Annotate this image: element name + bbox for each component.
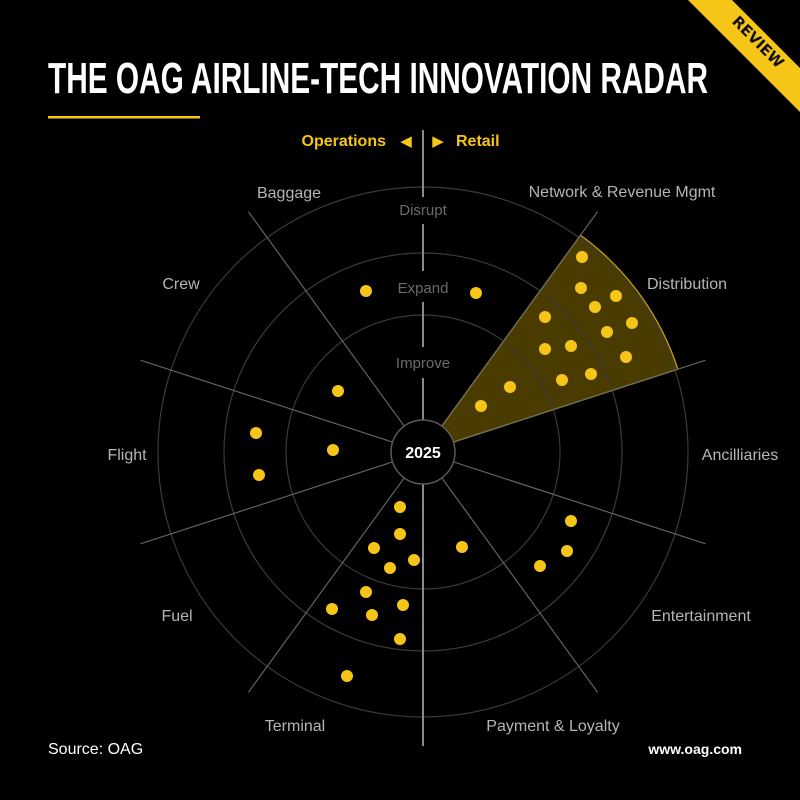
arrow-right-icon: ▶: [432, 133, 444, 150]
category-terminal: Terminal: [265, 718, 325, 735]
center-circle: [390, 419, 456, 485]
category-baggage: Baggage: [257, 185, 321, 202]
innovation-dot-distribution-disrupt: [601, 326, 613, 338]
sector-dividers: [140, 211, 706, 693]
category-flight: Flight: [107, 447, 147, 464]
stage-label-expand: Expand: [398, 280, 449, 297]
title-underline: [48, 116, 200, 119]
operations-label: Operations: [302, 133, 387, 150]
innovation-dot-terminal-expand: [366, 609, 378, 621]
innovation-dot-distribution-expand: [585, 368, 597, 380]
innovation-dot-terminal-improve: [394, 501, 406, 513]
innovation-dot-payment-loyalty-improve: [456, 541, 468, 553]
category-payment-loyalty: Payment & Loyalty: [486, 718, 619, 735]
source-label: Source: OAG: [48, 741, 143, 758]
sector-divider-line: [140, 461, 393, 545]
sector-divider-line: [140, 359, 393, 443]
innovation-dot-terminal-expand: [326, 603, 338, 615]
innovation-dot-entertainment-expand: [561, 545, 573, 557]
innovation-dot-terminal-expand: [360, 586, 372, 598]
sector-divider-line: [247, 477, 405, 693]
innovation-dots: [250, 251, 638, 682]
innovation-dot-distribution-improve: [504, 381, 516, 393]
innovation-dot-terminal-expand: [397, 599, 409, 611]
innovation-dot-distribution-disrupt: [575, 282, 587, 294]
center-year: 2025: [405, 445, 441, 462]
innovation-dot-distribution-disrupt: [589, 301, 601, 313]
innovation-dot-baggage-expand: [360, 285, 372, 297]
category-distribution: Distribution: [647, 276, 727, 293]
category-entertainment: Entertainment: [651, 608, 751, 625]
sector-divider-line: [453, 359, 706, 443]
category-crew: Crew: [162, 276, 200, 293]
sector-divider-line: [441, 477, 599, 693]
innovation-dot-entertainment-expand: [534, 560, 546, 572]
innovation-dot-crew-improve: [332, 385, 344, 397]
sector-divider-line: [247, 211, 405, 427]
category-ancilliaries: Ancilliaries: [702, 447, 778, 464]
innovation-dot-distribution-expand: [556, 374, 568, 386]
innovation-dot-distribution-disrupt: [620, 351, 632, 363]
innovation-dot-network-revenue-mgmt-expand: [470, 287, 482, 299]
website-link[interactable]: www.oag.com: [647, 741, 742, 757]
innovation-dot-terminal-improve: [368, 542, 380, 554]
innovation-dot-entertainment-expand: [565, 515, 577, 527]
innovation-dot-flight-improve: [327, 444, 339, 456]
innovation-dot-distribution-improve: [475, 400, 487, 412]
innovation-dot-terminal-improve: [408, 554, 420, 566]
innovation-dot-terminal-expand: [394, 633, 406, 645]
sector-divider-line: [453, 461, 706, 545]
arrow-left-icon: ◀: [400, 133, 412, 150]
stage-label-improve: Improve: [396, 355, 450, 372]
category-network-revenue: Network & Revenue Mgmt: [529, 184, 716, 201]
sector-divider-line: [441, 211, 599, 427]
innovation-dot-distribution-expand: [565, 340, 577, 352]
page-title: THE OAG AIRLINE-TECH INNOVATION RADAR: [48, 54, 708, 103]
innovation-dot-terminal-improve: [394, 528, 406, 540]
retail-label: Retail: [456, 133, 500, 150]
stage-label-disrupt: Disrupt: [399, 202, 447, 219]
innovation-dot-flight-expand: [253, 469, 265, 481]
innovation-dot-flight-expand: [250, 427, 262, 439]
innovation-dot-distribution-expand: [539, 343, 551, 355]
category-fuel: Fuel: [161, 608, 192, 625]
innovation-dot-distribution-expand: [539, 311, 551, 323]
innovation-dot-terminal-disrupt: [341, 670, 353, 682]
innovation-dot-terminal-improve: [384, 562, 396, 574]
innovation-dot-distribution-disrupt: [626, 317, 638, 329]
innovation-dot-distribution-disrupt: [576, 251, 588, 263]
innovation-dot-distribution-disrupt: [610, 290, 622, 302]
